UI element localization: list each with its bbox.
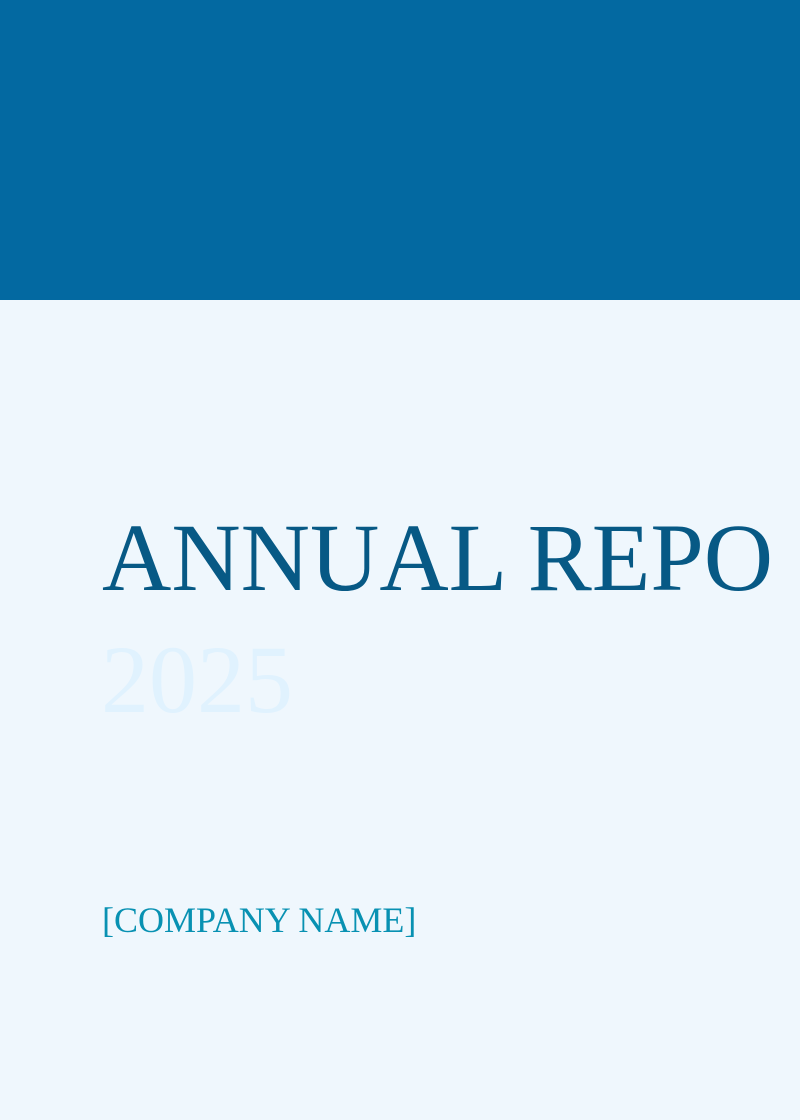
report-year: 2025 [101,626,293,733]
header-color-band [0,0,800,300]
company-name-placeholder: [COMPANY NAME] [102,900,417,940]
report-title: ANNUAL REPO [102,504,774,611]
